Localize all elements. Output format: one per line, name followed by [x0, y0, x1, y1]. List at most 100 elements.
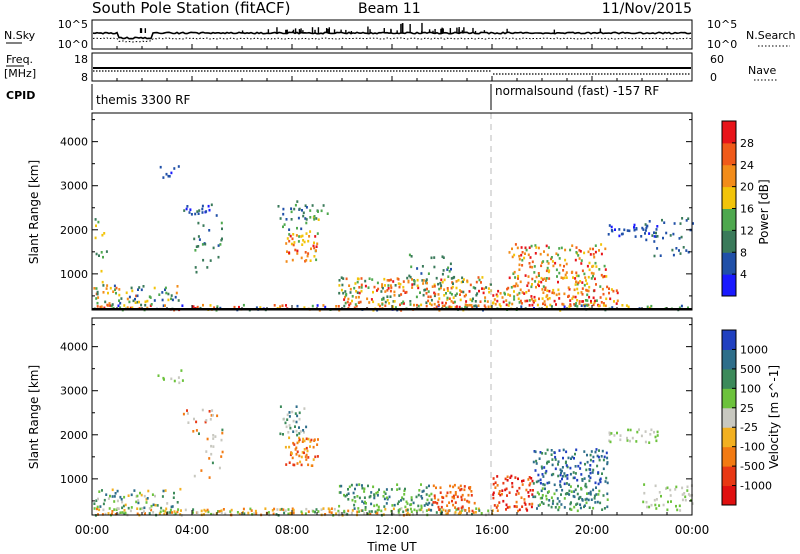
velocity-cell: [593, 497, 596, 500]
power-cell: [302, 211, 305, 215]
power-cell: [439, 286, 442, 290]
power-cell: [202, 303, 204, 307]
power-cell: [550, 256, 553, 259]
power-cell: [507, 304, 510, 307]
power-cell: [557, 288, 560, 292]
velocity-cell: [573, 457, 575, 460]
velocity-cell: [589, 490, 592, 494]
power-cell: [162, 176, 165, 179]
power-cell: [679, 252, 682, 255]
power-cell: [541, 288, 544, 291]
velocity-cell: [291, 410, 294, 414]
power-cell: [656, 225, 659, 228]
power-cell: [602, 302, 605, 305]
velocity-cell: [310, 438, 313, 442]
power-cell: [344, 301, 347, 305]
power-cell: [592, 272, 595, 275]
power-cell: [558, 271, 561, 275]
velocity-cell: [177, 376, 180, 379]
power-cell: [592, 253, 595, 256]
power-cell: [349, 302, 352, 305]
velocity-cell: [295, 453, 298, 456]
velocity-cell: [595, 448, 598, 451]
power-cell: [478, 278, 481, 282]
velocity-cell: [430, 498, 433, 501]
power-cell: [221, 227, 223, 231]
power-cell: [572, 295, 575, 299]
frequency-panel: Freq. [MHz] 18 8 60 0 Nave: [4, 52, 778, 84]
velocity-cell: [505, 508, 507, 511]
power-cell: [480, 281, 482, 284]
power-cell: [640, 235, 643, 238]
velocity-cell: [587, 474, 590, 478]
power-cell: [433, 285, 436, 288]
velocity-cell: [598, 458, 601, 462]
velocity-cell: [530, 477, 533, 480]
power-cell: [285, 304, 287, 307]
power-cell: [627, 305, 630, 309]
power-cell: [579, 280, 582, 283]
velocity-cell: [353, 507, 356, 510]
velocity-cell: [428, 501, 431, 505]
velocity-cell: [533, 450, 536, 453]
velocity-cell: [283, 417, 286, 421]
power-cell: [662, 236, 664, 240]
velocity-cell: [311, 464, 314, 467]
power-cell: [433, 256, 436, 259]
power-cell: [164, 288, 166, 291]
power-cell: [259, 306, 262, 309]
power-cell: [611, 229, 614, 233]
velocity-cell: [386, 496, 388, 500]
velocity-cell: [296, 450, 299, 454]
power-cell: [552, 288, 555, 292]
velocity-cell: [575, 448, 578, 452]
velocity-cell: [253, 512, 256, 515]
power-cell: [305, 206, 308, 209]
power-cell: [453, 275, 456, 279]
velocity-cell: [136, 494, 139, 498]
velocity-cell: [170, 505, 173, 509]
velocity-cell: [643, 483, 646, 486]
power-cell: [534, 252, 537, 255]
power-cell: [351, 295, 354, 298]
power-cell: [398, 294, 401, 297]
velocity-cell: [402, 510, 405, 514]
velocity-cell: [466, 499, 469, 503]
power-cell: [472, 286, 475, 289]
power-cell: [603, 275, 606, 278]
velocity-cell: [437, 498, 440, 502]
velocity-cell: [116, 499, 119, 503]
velocity-cell: [296, 433, 299, 437]
velocity-cell: [556, 502, 559, 506]
colorbar-tick-label: -25: [740, 421, 758, 434]
velocity-cell: [303, 451, 305, 455]
velocity-cell: [267, 511, 270, 514]
power-cell: [546, 253, 549, 257]
velocity-cell: [400, 499, 402, 502]
power-cell: [335, 305, 338, 308]
power-cell: [516, 246, 519, 250]
power-cell: [594, 299, 597, 303]
velocity-cell: [286, 418, 289, 421]
power-cell: [459, 289, 461, 292]
velocity-cell: [140, 493, 143, 497]
power-cell: [475, 280, 478, 284]
velocity-cell: [347, 509, 350, 513]
power-cell: [402, 280, 405, 283]
power-cell: [675, 247, 678, 250]
velocity-cell: [464, 509, 467, 512]
velocity-cell: [529, 482, 532, 485]
velocity-cell: [445, 512, 448, 516]
power-cell: [487, 305, 490, 309]
velocity-cell: [452, 494, 455, 498]
power-cell: [402, 289, 405, 292]
power-cell: [479, 300, 482, 303]
velocity-cell: [150, 504, 153, 508]
velocity-cell: [372, 485, 375, 489]
power-cell: [448, 297, 451, 300]
power-cell: [437, 282, 440, 286]
power-cell: [389, 295, 392, 298]
velocity-cell: [453, 483, 456, 487]
power-cell: [618, 228, 621, 231]
